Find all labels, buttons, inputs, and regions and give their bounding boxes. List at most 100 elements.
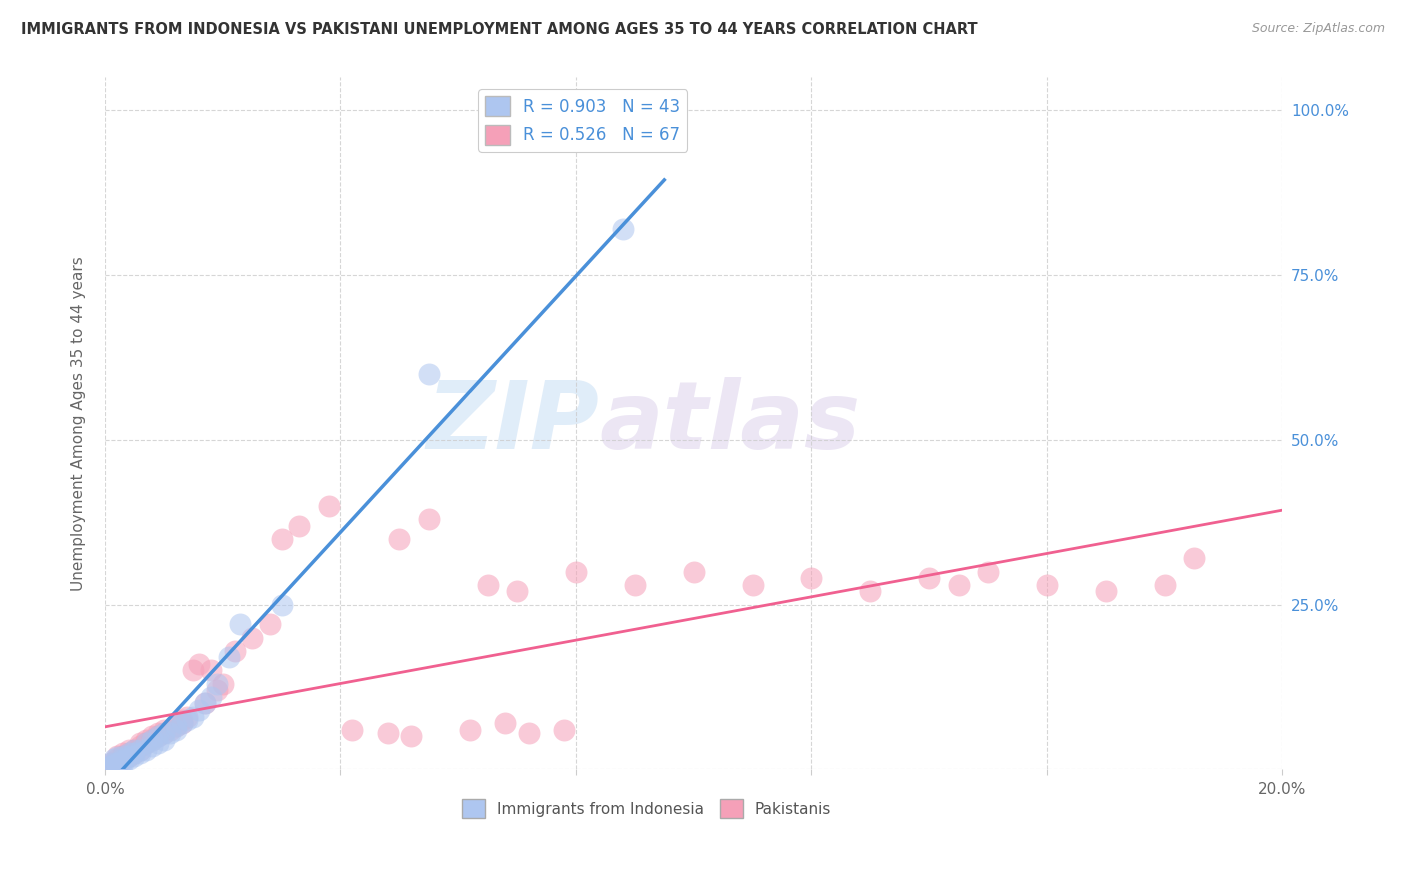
Point [100, 759, 122, 773]
Point [553, 723, 575, 737]
Point [399, 730, 422, 744]
Point [105, 749, 128, 764]
Point [111, 746, 134, 760]
Point [565, 565, 588, 579]
Point [211, 676, 233, 690]
Point [117, 752, 139, 766]
Point [342, 723, 364, 737]
Point [176, 713, 198, 727]
Point [159, 726, 181, 740]
Point [259, 617, 281, 632]
Point [129, 736, 152, 750]
Point [918, 571, 941, 585]
Point [218, 650, 240, 665]
Point [176, 709, 198, 723]
Point [458, 723, 481, 737]
Point [111, 756, 134, 770]
Point [800, 571, 823, 585]
Point [97, 760, 120, 774]
Point [146, 730, 169, 744]
Point [977, 565, 1000, 579]
Point [100, 756, 122, 770]
Point [624, 578, 647, 592]
Point [153, 726, 176, 740]
Point [165, 719, 187, 733]
Point [141, 739, 163, 754]
Point [105, 756, 128, 770]
Point [200, 664, 222, 678]
Point [105, 757, 128, 772]
Point [103, 757, 125, 772]
Point [105, 756, 128, 770]
Point [477, 578, 499, 592]
Point [97, 760, 120, 774]
Point [117, 749, 139, 764]
Point [318, 499, 340, 513]
Point [153, 732, 176, 747]
Point [141, 732, 163, 747]
Point [129, 742, 152, 756]
Point [388, 532, 411, 546]
Point [111, 752, 134, 766]
Point [194, 697, 217, 711]
Point [135, 736, 157, 750]
Text: ZIP: ZIP [426, 377, 599, 469]
Point [100, 756, 122, 770]
Point [165, 719, 187, 733]
Point [188, 703, 211, 717]
Point [135, 742, 157, 756]
Point [377, 726, 399, 740]
Point [948, 578, 970, 592]
Point [170, 716, 193, 731]
Point [612, 222, 634, 236]
Point [1095, 584, 1118, 599]
Point [141, 730, 163, 744]
Point [159, 723, 181, 737]
Point [146, 726, 169, 740]
Point [170, 716, 193, 731]
Point [200, 690, 222, 704]
Point [229, 617, 252, 632]
Point [117, 742, 139, 756]
Text: IMMIGRANTS FROM INDONESIA VS PAKISTANI UNEMPLOYMENT AMONG AGES 35 TO 44 YEARS CO: IMMIGRANTS FROM INDONESIA VS PAKISTANI U… [21, 22, 977, 37]
Point [124, 746, 146, 760]
Point [129, 739, 152, 754]
Point [124, 749, 146, 764]
Point [288, 518, 311, 533]
Point [105, 752, 128, 766]
Point [100, 759, 122, 773]
Point [111, 749, 134, 764]
Point [117, 746, 139, 760]
Point [205, 676, 228, 690]
Text: atlas: atlas [599, 377, 860, 469]
Point [181, 664, 204, 678]
Point [124, 742, 146, 756]
Point [205, 683, 228, 698]
Point [103, 752, 125, 766]
Point [270, 598, 292, 612]
Point [517, 726, 540, 740]
Point [129, 746, 152, 760]
Point [146, 736, 169, 750]
Point [859, 584, 882, 599]
Point [111, 752, 134, 766]
Y-axis label: Unemployment Among Ages 35 to 44 years: Unemployment Among Ages 35 to 44 years [72, 256, 86, 591]
Point [111, 755, 134, 769]
Point [135, 736, 157, 750]
Point [494, 716, 516, 731]
Point [124, 742, 146, 756]
Point [188, 657, 211, 671]
Point [135, 732, 157, 747]
Point [124, 746, 146, 760]
Text: Source: ZipAtlas.com: Source: ZipAtlas.com [1251, 22, 1385, 36]
Point [240, 631, 263, 645]
Point [103, 757, 125, 772]
Point [117, 746, 139, 760]
Point [153, 723, 176, 737]
Point [181, 709, 204, 723]
Legend: Immigrants from Indonesia, Pakistanis: Immigrants from Indonesia, Pakistanis [456, 793, 837, 824]
Point [105, 750, 128, 764]
Point [170, 713, 193, 727]
Point [165, 723, 187, 737]
Point [129, 742, 152, 756]
